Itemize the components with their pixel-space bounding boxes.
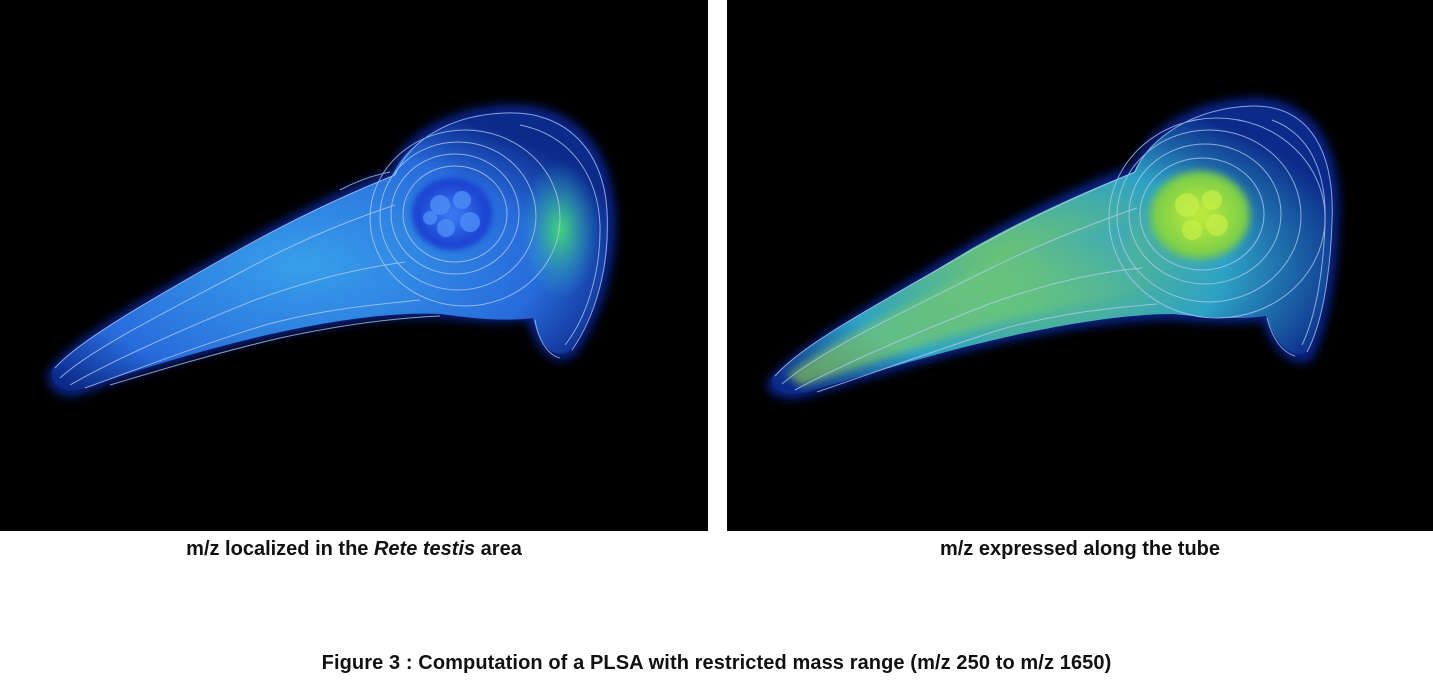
left-caption-prefix: m/z localized in the — [186, 538, 374, 560]
left-caption-italic: Rete testis — [373, 538, 476, 560]
core-expression — [1150, 171, 1250, 259]
left-tissue-visualization — [47, 104, 616, 397]
left-ms-image — [0, 0, 708, 531]
right-lobe-highlight — [520, 160, 600, 300]
right-ms-image — [727, 0, 1433, 531]
core-blobs — [1175, 190, 1228, 240]
core-blobs — [423, 191, 480, 237]
contour-lines — [54, 112, 608, 389]
left-panel-caption: m/z localized in the Rete testis area — [0, 538, 708, 562]
right-panel-caption: m/z expressed along the tube — [939, 538, 1221, 560]
rete-testis-core — [412, 178, 492, 250]
right-tissue-visualization — [766, 97, 1340, 399]
tube-expression — [787, 222, 1137, 386]
contour-lines — [774, 105, 1333, 393]
left-caption-suffix: area — [475, 538, 522, 560]
figure-title: Figure 3 : Computation of a PLSA with re… — [321, 652, 1112, 674]
